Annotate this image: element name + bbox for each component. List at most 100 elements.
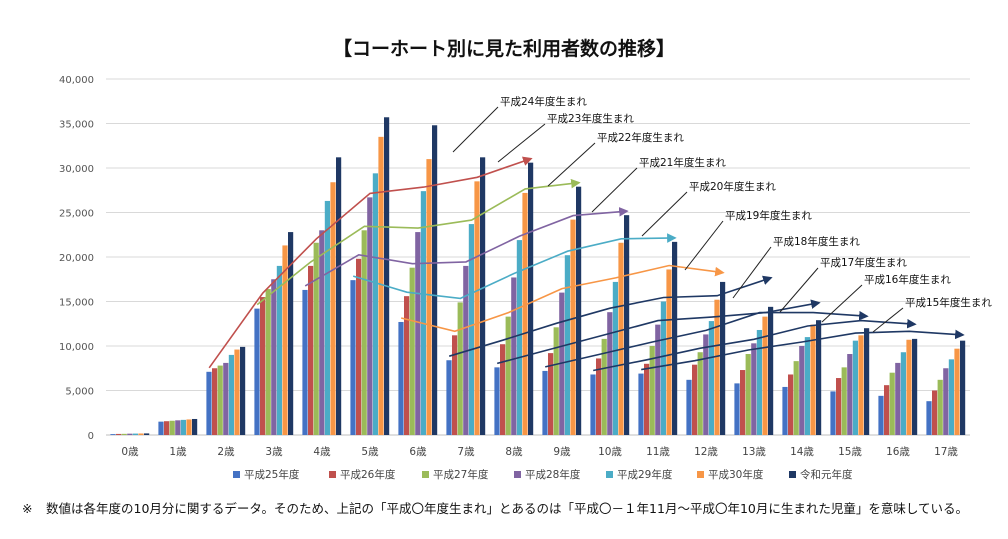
bar	[302, 289, 308, 435]
bar	[548, 353, 554, 435]
cohort-label: 平成19年度生まれ	[725, 209, 812, 222]
legend-swatch	[606, 471, 613, 478]
bar	[686, 379, 692, 435]
y-tick-label: 15,000	[59, 298, 94, 309]
chart-title: 【コーホート別に見た利用者数の推移】	[332, 38, 675, 60]
x-tick-label: 8歳	[505, 446, 523, 458]
bar	[607, 312, 613, 435]
bar	[841, 367, 847, 435]
bar	[217, 365, 223, 435]
bar	[624, 215, 630, 435]
x-tick-label: 0歳	[121, 446, 139, 458]
bar	[505, 316, 511, 435]
bar	[954, 348, 960, 435]
x-tick-label: 4歳	[313, 446, 331, 458]
bar	[127, 433, 133, 435]
x-tick-label: 6歳	[409, 446, 427, 458]
bar	[570, 219, 576, 435]
bar	[110, 434, 116, 435]
bar	[186, 419, 192, 435]
legend-label: 平成30年度	[708, 468, 764, 481]
bar	[276, 265, 282, 435]
bar	[590, 374, 596, 435]
bar	[649, 346, 655, 435]
bar	[703, 334, 709, 435]
bar	[313, 242, 319, 435]
bar	[169, 420, 175, 435]
bar	[511, 277, 517, 435]
footnote-mark: ※	[22, 501, 33, 516]
bar	[336, 157, 342, 435]
bar	[494, 367, 500, 435]
bar	[612, 281, 618, 435]
bar	[260, 297, 266, 435]
x-tick-label: 12歳	[694, 446, 718, 458]
cohort-label: 平成23年度生まれ	[547, 112, 634, 125]
bar	[265, 289, 271, 435]
bar	[223, 362, 229, 435]
bar	[762, 316, 768, 435]
bar	[138, 433, 144, 435]
bar	[468, 224, 474, 435]
bar	[175, 420, 181, 435]
bar	[234, 349, 240, 435]
y-tick-label: 5,000	[65, 387, 94, 398]
cohort-trend-line	[352, 233, 677, 300]
cohort-label: 平成22年度生まれ	[597, 131, 684, 144]
bar	[836, 378, 842, 435]
cohort-trend-line	[593, 318, 917, 372]
cohort-trend-line	[256, 178, 581, 306]
cohort-bar-chart: 平成15年度生まれ 平成16年度生まれ 平成17年度生まれ 平成18年度生まれ 平成19…	[59, 75, 992, 481]
bar	[415, 232, 421, 435]
legend-swatch	[789, 471, 796, 478]
bar	[692, 364, 698, 435]
x-tick-label: 15歳	[838, 446, 862, 458]
bar	[810, 324, 816, 435]
bar	[480, 157, 486, 435]
bar	[660, 301, 666, 435]
bar	[672, 241, 678, 435]
bar	[697, 352, 703, 435]
bar	[356, 258, 362, 435]
legend-label: 平成26年度	[340, 468, 396, 481]
bar	[528, 162, 534, 435]
y-tick-label: 10,000	[59, 342, 94, 353]
cohort-label: 平成15年度生まれ	[905, 296, 992, 309]
cohort-leader-line	[591, 167, 638, 213]
cohort-label: 平成20年度生まれ	[689, 180, 776, 193]
legend-swatch	[422, 471, 429, 478]
bar	[324, 200, 330, 435]
bar	[756, 329, 762, 435]
bar	[180, 419, 186, 435]
bar	[937, 379, 943, 435]
bar	[734, 383, 740, 435]
cohort-trend-line	[641, 329, 965, 371]
bar	[745, 354, 751, 435]
bar	[932, 390, 938, 435]
x-tick-label: 2歳	[217, 446, 235, 458]
x-tick-label: 3歳	[265, 446, 283, 458]
bar	[816, 320, 822, 435]
bar	[457, 302, 463, 435]
bar	[720, 281, 726, 435]
cohort-trend-line	[208, 156, 533, 369]
x-tick-label: 7歳	[457, 446, 475, 458]
x-tick-label: 1歳	[169, 446, 187, 458]
bar	[319, 230, 325, 435]
cohort-leader-line	[547, 142, 596, 187]
bar	[228, 354, 234, 435]
bar	[378, 136, 384, 435]
x-tick-label: 10歳	[598, 446, 622, 458]
bar	[900, 352, 906, 435]
bar	[384, 117, 390, 436]
bar	[158, 421, 164, 435]
bar	[618, 242, 624, 435]
cohort-leader-line	[821, 284, 863, 323]
legend-label: 平成25年度	[244, 468, 300, 481]
cohort-leader-line	[684, 220, 724, 271]
bar	[330, 182, 336, 435]
bar	[367, 197, 373, 435]
bar	[576, 186, 582, 435]
bar	[500, 344, 506, 435]
bar	[282, 245, 288, 435]
